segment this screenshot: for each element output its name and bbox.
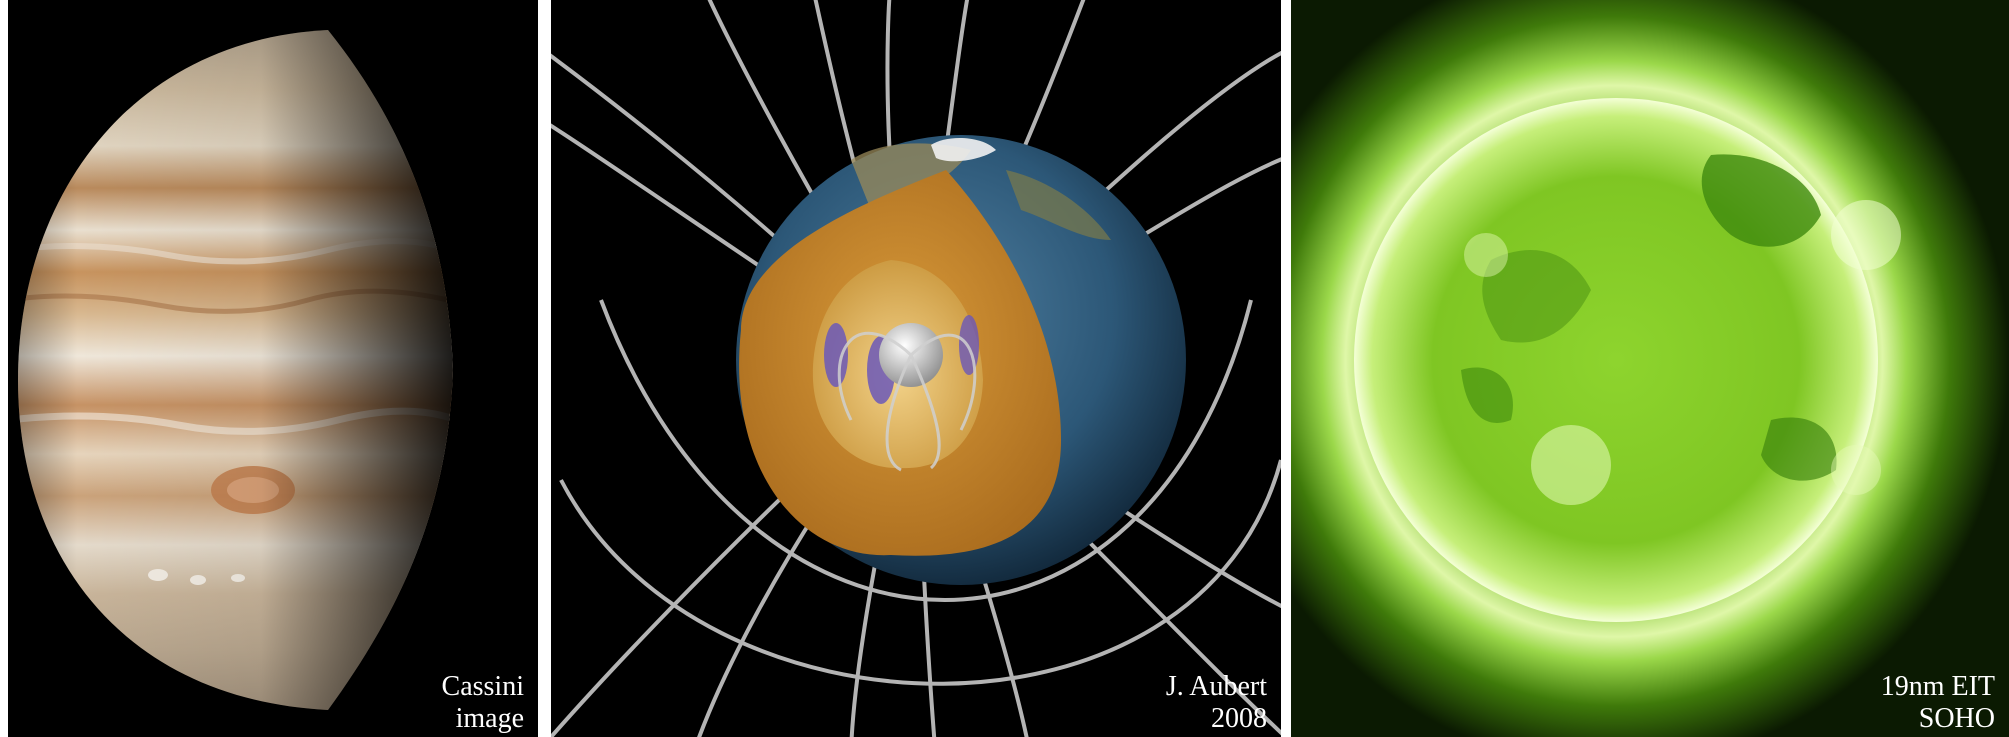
sun-disk — [1354, 98, 1878, 622]
sun-eit-image — [1291, 0, 2009, 737]
jupiter-panel: Cassini image — [8, 0, 538, 737]
earth-caption: J. Aubert 2008 — [1166, 671, 1267, 735]
coronal-hole — [1701, 154, 1821, 247]
sun-caption: 19nm EIT SOHO — [1881, 671, 1995, 735]
earth-geodynamo-image — [551, 0, 1281, 737]
sun-caption-line-1: 19nm EIT — [1880, 671, 1995, 702]
jupiter-caption: Cassini image — [442, 671, 524, 735]
jupiter-caption-line-1: Cassini — [441, 671, 524, 702]
earth-panel: J. Aubert 2008 — [551, 0, 1281, 737]
jupiter-caption-line-2: image — [455, 703, 524, 734]
sun-caption-line-2: SOHO — [1918, 703, 1995, 734]
jupiter-image — [8, 0, 538, 737]
sun-panel: 19nm EIT SOHO — [1291, 0, 2009, 737]
earth-caption-line-1: J. Aubert — [1165, 671, 1267, 702]
earth-caption-line-2: 2008 — [1211, 703, 1267, 734]
